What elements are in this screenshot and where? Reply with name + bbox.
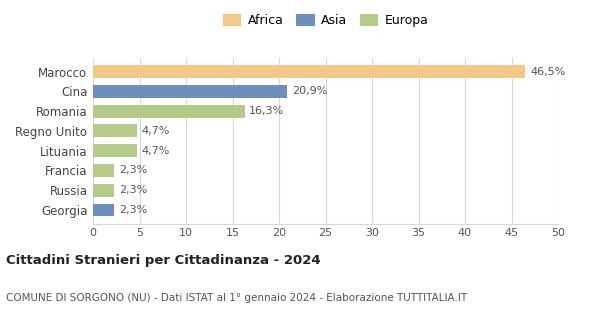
Bar xyxy=(93,204,115,216)
Bar xyxy=(93,65,526,78)
Text: COMUNE DI SORGONO (NU) - Dati ISTAT al 1° gennaio 2024 - Elaborazione TUTTITALIA: COMUNE DI SORGONO (NU) - Dati ISTAT al 1… xyxy=(6,293,467,303)
Text: 20,9%: 20,9% xyxy=(292,86,328,96)
Text: Cittadini Stranieri per Cittadinanza - 2024: Cittadini Stranieri per Cittadinanza - 2… xyxy=(6,254,320,267)
Text: 2,3%: 2,3% xyxy=(119,205,147,215)
Bar xyxy=(93,144,137,157)
Bar xyxy=(93,124,137,137)
Bar xyxy=(93,105,245,117)
Text: 2,3%: 2,3% xyxy=(119,185,147,195)
Bar xyxy=(93,184,115,197)
Legend: Africa, Asia, Europa: Africa, Asia, Europa xyxy=(219,11,432,31)
Bar xyxy=(93,164,115,177)
Text: 16,3%: 16,3% xyxy=(249,106,284,116)
Text: 2,3%: 2,3% xyxy=(119,165,147,175)
Bar xyxy=(93,85,287,98)
Text: 4,7%: 4,7% xyxy=(142,126,170,136)
Text: 46,5%: 46,5% xyxy=(530,67,565,76)
Text: 4,7%: 4,7% xyxy=(142,146,170,156)
